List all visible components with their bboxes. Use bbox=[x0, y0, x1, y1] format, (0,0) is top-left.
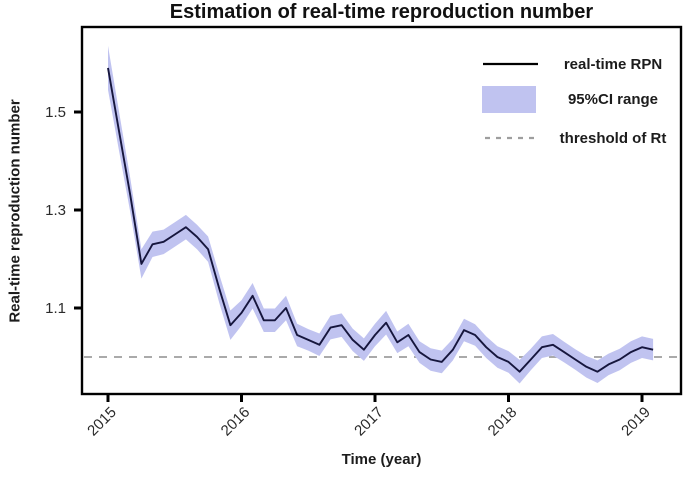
x-tick-label: 2018 bbox=[485, 404, 521, 440]
x-tick-label: 2016 bbox=[218, 404, 254, 440]
rpn-line bbox=[107, 67, 654, 373]
legend-label: real-time RPN bbox=[564, 56, 662, 73]
x-tick-label: 2017 bbox=[351, 404, 387, 440]
x-axis-title: Time (year) bbox=[341, 451, 422, 468]
ci-band bbox=[108, 45, 654, 384]
x-tick-label: 2019 bbox=[618, 404, 654, 440]
y-tick-label: 1.1 bbox=[45, 300, 66, 317]
legend-label: 95%CI range bbox=[568, 91, 658, 108]
chart-title: Estimation of real-time reproduction num… bbox=[169, 1, 594, 23]
y-tick-label: 1.3 bbox=[45, 202, 66, 219]
legend-label: threshold of Rt bbox=[560, 130, 667, 147]
legend-band-swatch bbox=[482, 86, 536, 113]
y-tick-label: 1.5 bbox=[45, 104, 66, 121]
x-tick-label: 2015 bbox=[84, 404, 120, 440]
